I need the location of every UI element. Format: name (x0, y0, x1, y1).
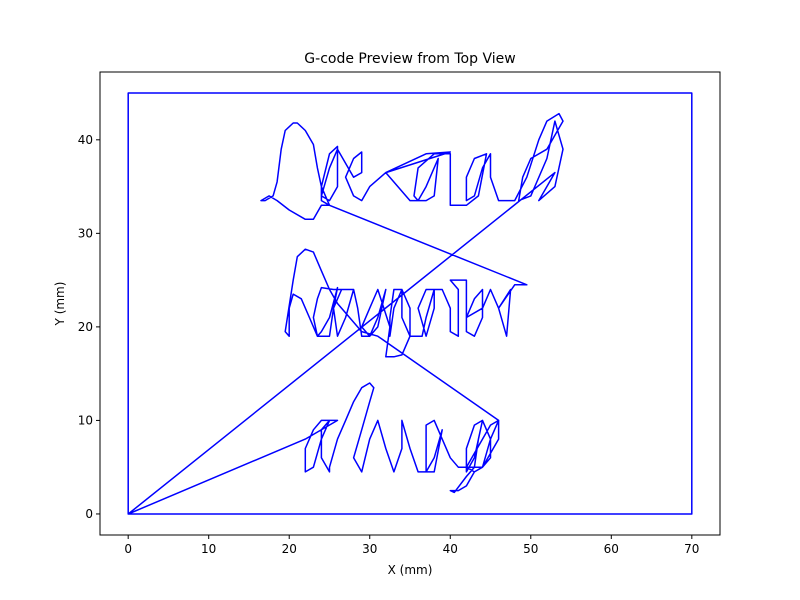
plot-area (127, 92, 693, 515)
x-tick-label: 50 (523, 542, 538, 556)
x-tick-label: 60 (604, 542, 619, 556)
y-axis-label: Y (mm) (53, 282, 67, 327)
y-tick-label: 20 (78, 320, 93, 334)
x-axis-label: X (mm) (388, 563, 433, 577)
x-tick-label: 20 (282, 542, 297, 556)
y-tick-label: 10 (78, 413, 93, 427)
x-tick-label: 0 (124, 542, 132, 556)
y-axis: 0 10 20 30 40 (78, 133, 100, 521)
x-tick-label: 10 (201, 542, 216, 556)
y-tick-label: 30 (78, 226, 93, 240)
toolpath-line (127, 92, 693, 515)
x-tick-label: 70 (684, 542, 699, 556)
plot-frame (99, 71, 721, 536)
x-tick-label: 40 (443, 542, 458, 556)
x-axis: 0 10 20 30 40 50 60 70 (124, 535, 699, 556)
y-tick-label: 40 (78, 133, 93, 147)
x-tick-label: 30 (362, 542, 377, 556)
y-tick-label: 0 (85, 507, 93, 521)
chart-title: G-code Preview from Top View (304, 51, 515, 67)
